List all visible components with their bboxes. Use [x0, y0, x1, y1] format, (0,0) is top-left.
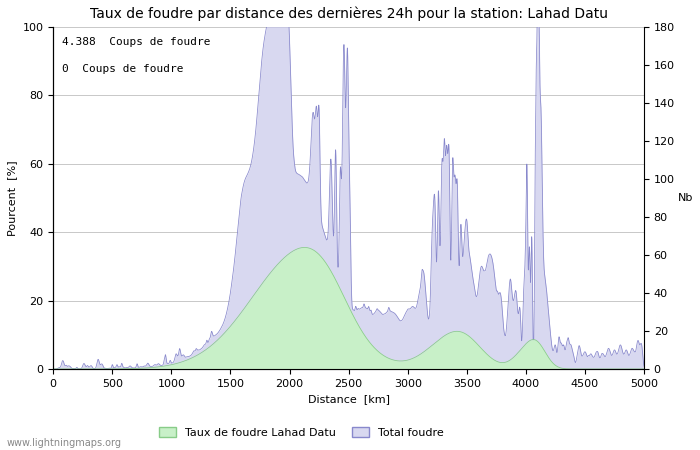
Legend: Taux de foudre Lahad Datu, Total foudre: Taux de foudre Lahad Datu, Total foudre — [155, 423, 448, 442]
Text: www.lightningmaps.org: www.lightningmaps.org — [7, 438, 122, 448]
X-axis label: Distance  [km]: Distance [km] — [307, 394, 390, 404]
Title: Taux de foudre par distance des dernières 24h pour la station: Lahad Datu: Taux de foudre par distance des dernière… — [90, 7, 608, 22]
Text: 0  Coups de foudre: 0 Coups de foudre — [62, 64, 183, 74]
Y-axis label: Pourcent  [%]: Pourcent [%] — [7, 160, 17, 236]
Text: 4.388  Coups de foudre: 4.388 Coups de foudre — [62, 37, 211, 47]
Y-axis label: Nb: Nb — [678, 193, 694, 203]
